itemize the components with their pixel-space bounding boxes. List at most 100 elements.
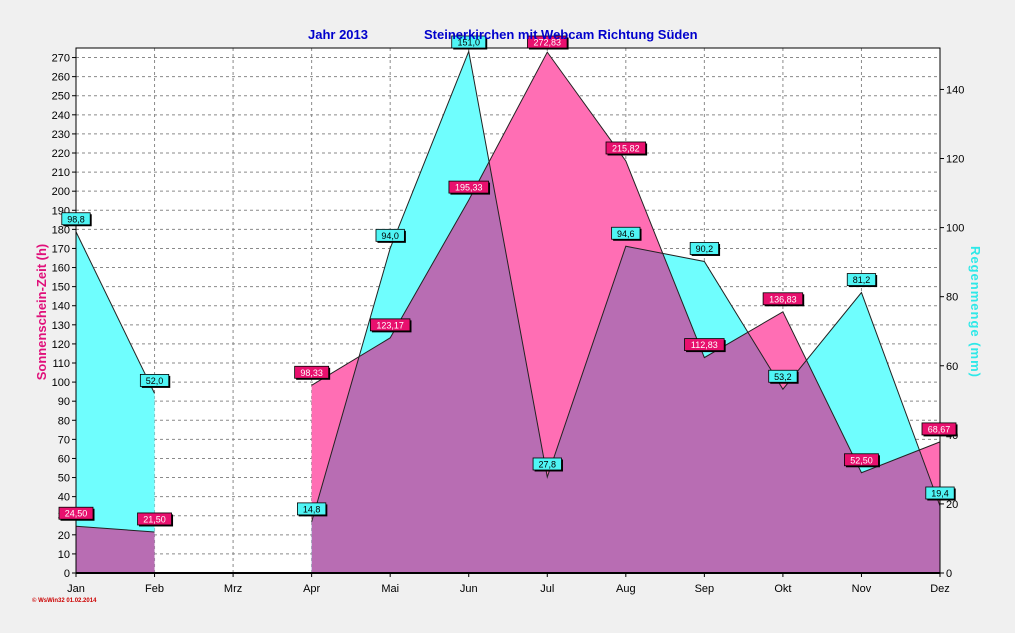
svg-text:123,17: 123,17 [376, 320, 404, 330]
svg-text:151,0: 151,0 [457, 38, 480, 48]
y-right-tick-label: 60 [946, 361, 958, 373]
y-axis-label-left: Sonnenschein-Zeit (h) [34, 244, 49, 381]
y-left-tick-label: 0 [64, 568, 70, 580]
y-left-tick-label: 120 [52, 339, 70, 351]
sunshine-data-label: 112,83 [684, 338, 726, 353]
y-left-tick-label: 270 [52, 53, 70, 65]
y-left-tick-label: 180 [52, 224, 70, 236]
x-tick-label: Jun [460, 583, 478, 595]
y-left-tick-label: 130 [52, 320, 70, 332]
y-left-tick-label: 160 [52, 263, 70, 275]
svg-text:98,33: 98,33 [300, 368, 323, 378]
x-tick-label: Sep [695, 583, 715, 595]
y-left-tick-label: 60 [58, 453, 70, 465]
svg-text:14,8: 14,8 [303, 504, 321, 514]
rain-data-label: 19,4 [925, 486, 956, 501]
y-left-tick-label: 260 [52, 72, 70, 84]
y-left-tick-label: 240 [52, 110, 70, 122]
svg-text:112,83: 112,83 [691, 340, 718, 350]
y-right-tick-label: 20 [946, 499, 958, 511]
rain-line [311, 49, 941, 523]
svg-text:272,83: 272,83 [534, 38, 562, 48]
rain-data-label: 90,2 [689, 242, 721, 256]
rain-data-label: 151,0 [451, 35, 488, 50]
y-left-tick-label: 250 [52, 91, 70, 103]
y-left-tick-label: 80 [58, 415, 70, 427]
svg-text:195,33: 195,33 [455, 183, 483, 193]
rain-data-label: 53,2 [768, 369, 799, 384]
y-left-tick-label: 10 [58, 549, 70, 561]
y-right-tick-label: 100 [946, 223, 964, 235]
y-right-tick-label: 80 [946, 292, 958, 304]
x-tick-label: Jul [540, 583, 554, 595]
rain-data-label: 52,0 [139, 373, 171, 388]
rain-data-label: 14,8 [297, 502, 328, 517]
y-right-tick-label: 0 [946, 568, 952, 580]
tick-labels: 0102030405060708090100110120130140150160… [52, 53, 965, 595]
rain-data-label: 81,2 [846, 273, 878, 288]
y-left-tick-label: 50 [58, 473, 70, 485]
x-tick-label: Aug [616, 583, 636, 595]
chart-title-year: Jahr 2013 [308, 27, 368, 42]
rain-data-label: 27,8 [532, 457, 563, 472]
y-left-tick-label: 230 [52, 129, 70, 141]
data-labels: 24,50 21,50 98,33 123,17 195,33 272,83 215,82 1… [58, 35, 958, 527]
sunshine-line [311, 51, 941, 474]
y-left-tick-label: 200 [52, 186, 70, 198]
sunshine-data-label: 215,82 [605, 141, 648, 156]
y-left-tick-label: 150 [52, 282, 70, 294]
y-left-tick-label: 170 [52, 243, 70, 255]
svg-text:53,2: 53,2 [774, 372, 792, 382]
svg-text:68,67: 68,67 [928, 424, 951, 434]
svg-text:24,50: 24,50 [65, 509, 88, 519]
rain-data-label: 94,6 [611, 226, 642, 241]
svg-text:90,2: 90,2 [696, 244, 714, 254]
x-tick-label: Dez [930, 583, 950, 595]
y-left-tick-label: 220 [52, 148, 70, 160]
svg-text:81,2: 81,2 [853, 275, 871, 285]
svg-text:94,6: 94,6 [617, 229, 635, 239]
y-axis-label-right: Regenmenge (mm) [968, 246, 983, 378]
sunshine-data-label: 98,33 [294, 365, 331, 380]
svg-text:94,0: 94,0 [381, 231, 399, 241]
y-right-tick-label: 120 [946, 154, 964, 166]
x-tick-label: Okt [774, 583, 791, 595]
sunshine-data-label: 272,83 [527, 35, 569, 50]
x-tick-label: Nov [852, 583, 872, 595]
x-tick-label: Jan [67, 583, 85, 595]
y-left-tick-label: 40 [58, 492, 70, 504]
sunshine-data-label: 123,17 [369, 318, 412, 333]
x-tick-label: Apr [303, 583, 320, 595]
sunshine-data-label: 52,50 [844, 453, 880, 468]
y-left-tick-label: 140 [52, 301, 70, 313]
svg-text:136,83: 136,83 [769, 294, 797, 304]
svg-text:21,50: 21,50 [143, 514, 166, 524]
y-left-tick-label: 90 [58, 396, 70, 408]
svg-text:27,8: 27,8 [539, 459, 557, 469]
sunshine-line [75, 525, 155, 533]
sunshine-data-label: 21,50 [137, 512, 174, 527]
svg-text:52,50: 52,50 [850, 455, 873, 465]
svg-text:215,82: 215,82 [612, 143, 640, 153]
rain-area [76, 231, 155, 573]
sunshine-data-label: 136,83 [762, 292, 805, 307]
svg-text:19,4: 19,4 [931, 488, 949, 498]
svg-text:52,0: 52,0 [146, 376, 164, 386]
y-left-tick-label: 70 [58, 434, 70, 446]
y-right-tick-label: 140 [946, 84, 964, 96]
y-left-tick-label: 110 [52, 358, 70, 370]
software-credit: © WsWin32 01.02.2014 [32, 598, 97, 604]
sunshine-data-label: 24,50 [58, 506, 95, 521]
y-left-tick-label: 100 [52, 377, 70, 389]
x-tick-label: Feb [145, 583, 164, 595]
x-tick-label: Mai [381, 583, 399, 595]
x-tick-label: Mrz [224, 583, 242, 595]
chart-title-station: Steinerkirchen mit Webcam Richtung Süden [424, 27, 698, 42]
rain-data-label: 98,8 [61, 212, 92, 227]
rain-data-label: 94,0 [375, 228, 406, 243]
rain-line [75, 231, 155, 394]
sunshine-data-label: 195,33 [448, 180, 491, 195]
svg-text:98,8: 98,8 [67, 214, 85, 224]
y-left-tick-label: 20 [58, 530, 70, 542]
